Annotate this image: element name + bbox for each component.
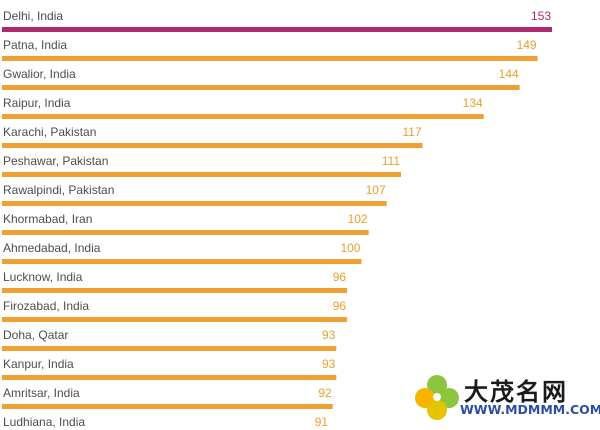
watermark-title: 大茂名网 — [464, 378, 568, 406]
category-label: Peshawar, Pakistan — [3, 154, 108, 168]
category-label: Karachi, Pakistan — [3, 125, 96, 139]
category-label: Ahmedabad, India — [3, 241, 101, 255]
clover-logo-icon — [415, 375, 459, 420]
value-label: 102 — [348, 212, 368, 226]
category-label: Raipur, India — [3, 96, 71, 110]
value-label: 107 — [366, 183, 386, 197]
bar — [2, 85, 520, 90]
category-label: Khormabad, Iran — [3, 212, 92, 226]
category-label: Lucknow, India — [3, 270, 83, 284]
value-label: 92 — [318, 386, 332, 400]
category-label: Amritsar, India — [3, 386, 80, 400]
value-label: 96 — [333, 299, 347, 313]
value-label: 117 — [402, 125, 421, 139]
bar — [2, 259, 362, 264]
bar — [2, 346, 337, 351]
bar — [2, 288, 348, 293]
bar — [2, 114, 484, 119]
value-label: 111 — [382, 154, 401, 168]
value-label: 153 — [531, 9, 551, 23]
bar — [2, 201, 387, 206]
bar — [2, 404, 333, 409]
category-label: Delhi, India — [3, 9, 63, 23]
bar — [2, 172, 402, 177]
category-label: Rawalpindi, Pakistan — [3, 183, 114, 197]
watermark: 大茂名网 WWW.MDMMM.COM — [412, 372, 600, 424]
bar — [2, 56, 538, 61]
value-label: 91 — [315, 415, 329, 429]
category-label: Firozabad, India — [3, 299, 89, 313]
value-label: 93 — [322, 328, 336, 342]
value-label: 93 — [322, 357, 336, 371]
category-label: Gwalior, India — [3, 67, 76, 81]
bar — [2, 230, 369, 235]
bar — [2, 27, 552, 32]
bar — [2, 143, 423, 148]
value-label: 100 — [340, 241, 360, 255]
value-label: 144 — [499, 67, 519, 81]
watermark-url: WWW.MDMMM.COM — [460, 402, 600, 417]
value-label: 134 — [463, 96, 483, 110]
category-label: Kanpur, India — [3, 357, 74, 371]
chart-rows: Delhi, India 153 Patna, India 149 Gwalior, I… — [2, 9, 552, 429]
value-label: 149 — [517, 38, 537, 52]
value-label: 96 — [333, 270, 347, 284]
category-label: Ludhiana, India — [3, 415, 85, 429]
category-label: Patna, India — [3, 38, 67, 52]
bar — [2, 375, 337, 380]
category-label: Doha, Qatar — [3, 328, 68, 342]
bar — [2, 317, 348, 322]
